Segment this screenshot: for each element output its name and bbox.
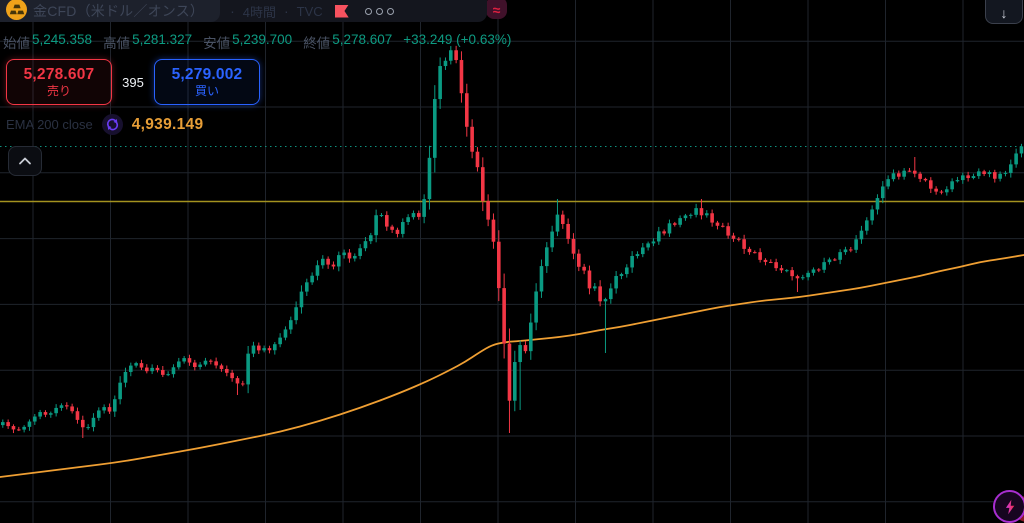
- arrow-down-icon: ↓: [1000, 5, 1008, 21]
- wave-logo-badge[interactable]: ≈: [486, 0, 507, 19]
- chevron-up-icon: [19, 157, 31, 165]
- open-label: 始値: [3, 36, 30, 51]
- more-options-icon[interactable]: [364, 7, 394, 15]
- change-value: +33.249 (+0.63%): [403, 32, 512, 47]
- ema-indicator-row: EMA 200 close 4,939.149: [6, 114, 203, 135]
- sell-label: 売り: [46, 84, 71, 99]
- symbol-meta: · 4時間 · TVC: [230, 2, 323, 21]
- ohlc-row: 始値 5,245.358 高値 5,281.327 安値 5,239.700 終値 5,…: [3, 32, 511, 52]
- low-value: 5,239.700: [232, 32, 293, 47]
- buy-button[interactable]: 5,279.002 買い: [154, 59, 260, 105]
- close-value: 5,278.607: [332, 32, 393, 47]
- timeframe-label[interactable]: 4時間: [242, 4, 276, 20]
- gold-instrument-icon: [6, 0, 27, 20]
- separator-dot: ·: [230, 3, 235, 19]
- flag-icon[interactable]: [334, 4, 349, 18]
- symbol-toolbar: 金CFD（米ドル／オンス） · 4時間 · TVC: [0, 0, 487, 22]
- lightning-icon: [1005, 499, 1014, 514]
- spread-value: 395: [122, 74, 144, 90]
- trade-panel: 5,278.607 売り 395 5,279.002 買い: [6, 59, 260, 105]
- symbol-title: 金CFD（米ドル／オンス）: [33, 3, 205, 19]
- download-button[interactable]: ↓: [985, 0, 1023, 24]
- high-label: 高値: [103, 36, 131, 51]
- ema-value: 4,939.149: [131, 115, 204, 133]
- ema-label: EMA 200 close: [6, 117, 93, 132]
- sell-button[interactable]: 5,278.607 売り: [6, 59, 112, 105]
- collapse-chart-button[interactable]: [8, 146, 42, 176]
- exchange-label: TVC: [296, 3, 323, 19]
- high-value: 5,281.327: [132, 32, 193, 47]
- separator-dot: ·: [284, 3, 289, 19]
- open-value: 5,245.358: [32, 32, 93, 47]
- symbol-selector[interactable]: 金CFD（米ドル／オンス）: [0, 0, 221, 22]
- sell-price: 5,278.607: [23, 65, 95, 83]
- low-label: 安値: [203, 36, 231, 51]
- lightning-fab[interactable]: [993, 490, 1024, 523]
- buy-price: 5,279.002: [171, 65, 243, 83]
- close-label: 終値: [303, 36, 331, 51]
- refresh-icon[interactable]: [101, 114, 123, 135]
- buy-label: 買い: [194, 84, 219, 99]
